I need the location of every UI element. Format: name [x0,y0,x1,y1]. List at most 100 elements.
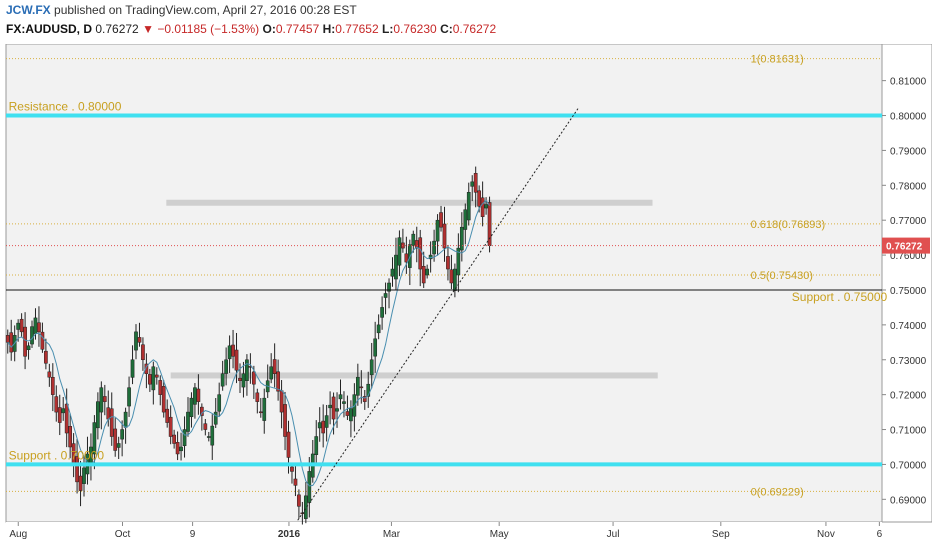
x-tick-label: 6 [877,529,883,540]
candle-body [359,386,364,389]
candle [435,214,440,256]
candle-body [466,192,471,221]
y-axis-panel[interactable] [881,44,932,523]
candle-body [376,324,381,334]
candle [144,353,149,389]
candle-body [383,293,388,298]
candle [5,329,10,354]
candle [227,335,232,373]
candle [245,354,249,396]
candle-body [362,396,367,402]
symbol-label[interactable]: FX:AUDUSD, D [6,22,92,36]
trendline-layer [297,108,579,521]
candle-body [113,428,118,451]
candle-body [148,374,152,385]
candle [102,384,107,416]
candle [362,390,367,410]
candle [470,175,475,202]
candle [463,203,468,245]
candle-body [203,423,208,430]
fib-level-label: 1(0.81631) [751,54,804,66]
candle [293,464,298,497]
candle-body [279,390,284,413]
candle-body [213,411,218,425]
candle-body [442,223,447,249]
candle [411,230,416,253]
candle-body [449,269,454,284]
candle [439,205,443,232]
candle-body [168,416,173,437]
candle-body [120,429,124,440]
candle-body [92,422,97,455]
candle [127,376,131,417]
level-label: Resistance . 0.80000 [9,100,122,114]
candle-body [75,456,79,483]
candle [387,278,391,309]
candle-body [397,237,402,266]
candle-body [61,408,66,414]
candle [78,460,83,507]
candle [442,206,447,262]
fib-level-label: 0.5(0.75430) [751,270,813,282]
candle-body [154,374,159,378]
candle [369,342,374,389]
candle [404,236,409,274]
candle-body [456,247,461,276]
candle-body [470,181,475,187]
candle [349,400,353,438]
price-chart[interactable]: 1(0.81631) 0.618(0.76893) 0.5(0.75430) 0(0.… [0,44,932,550]
candle [449,254,454,290]
gray-zone [166,199,653,206]
x-axis: Aug Oct 9 2016 Mar May Jul Sep Nov 6 [9,522,883,540]
candle [414,226,419,263]
candle-body [453,268,457,291]
candle-body [435,219,440,242]
y-tick-label: 0.79000 [890,146,927,157]
candle [44,338,48,370]
candle [231,329,235,369]
x-axis-panel[interactable] [6,522,882,550]
candle-body [394,254,398,280]
candle-body [106,407,111,420]
candle [425,264,430,279]
candle-body [480,197,485,217]
candle-body [30,326,34,345]
candle [297,489,301,519]
candle-body [473,173,478,193]
candle [9,319,14,361]
candle [373,321,378,373]
candle-body [269,366,274,380]
candle-body [411,233,416,246]
candle [37,306,41,347]
candle-body [224,359,228,374]
plot-area[interactable] [5,44,883,523]
candle [328,391,332,425]
candle [61,397,66,421]
candle-body [161,386,166,413]
candle-body [165,408,170,423]
x-tick-label: 2016 [278,529,301,540]
candle-body [432,240,436,255]
candle-body [231,344,235,357]
x-tick-label: Sep [712,529,730,540]
y-tick-label: 0.69000 [890,495,927,506]
candle-body [234,349,239,371]
candle-body [144,363,149,374]
candle-body [26,345,31,350]
candle [158,375,163,406]
candle-body [321,420,326,434]
candle-body [206,436,211,438]
candle [397,230,402,277]
y-tick-label: 0.77000 [890,216,927,227]
x-tick-label: Oct [115,529,131,540]
open-label: O: [262,22,276,36]
publisher-brand[interactable]: JCW.FX [6,3,51,17]
candle [206,431,211,442]
candle-body [54,396,59,413]
candle-body [390,268,395,277]
published-text: published on TradingView.com, April 27, … [54,3,357,17]
candle [456,233,461,293]
candle-body [99,387,104,413]
candle [54,385,59,422]
candle [220,360,225,391]
